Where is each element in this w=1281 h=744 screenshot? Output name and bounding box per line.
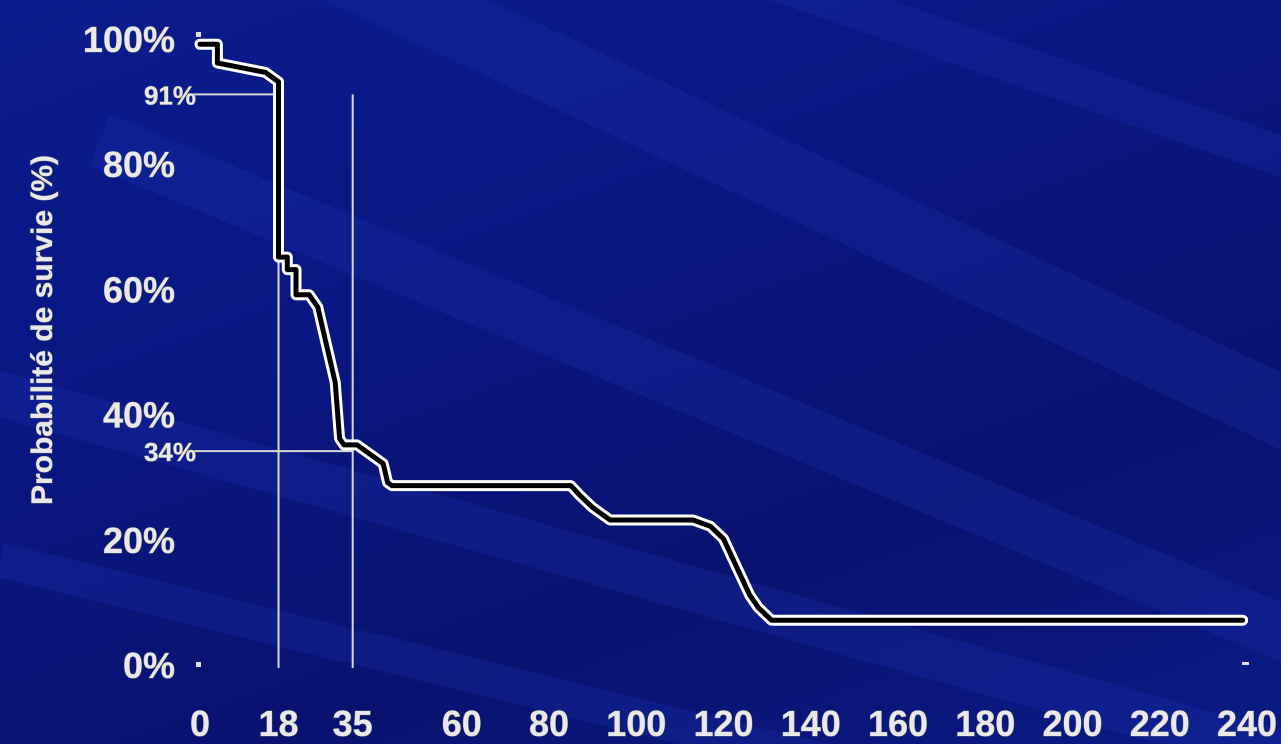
x-tick-label: 0: [190, 703, 210, 744]
background-streak: [324, 0, 1281, 450]
x-tick-label: 200: [1042, 703, 1102, 744]
x-axis-end-marker: [1242, 662, 1249, 665]
x-tick-label: 220: [1130, 703, 1190, 744]
background-streak: [0, 543, 827, 744]
x-tick-label: 35: [333, 703, 373, 744]
reference-labels: 91% 34%: [144, 80, 197, 468]
x-tick-label: 120: [693, 703, 753, 744]
x-tick-label: 60: [442, 703, 482, 744]
x-tick-label: 240: [1217, 703, 1277, 744]
x-tick-label: 140: [781, 703, 841, 744]
x-tick-label: 180: [955, 703, 1015, 744]
x-axis-ticks: 0 18 35 60 80 100 120 140 160 180 200 220 240: [190, 703, 1278, 744]
y-tick-label: 40%: [103, 395, 175, 436]
reference-label: 34%: [144, 437, 196, 467]
x-tick-label: 18: [259, 703, 299, 744]
y-tick-label: 20%: [103, 520, 175, 561]
survival-curve: [194, 38, 1249, 626]
x-tick-label: 100: [606, 703, 666, 744]
background-streak: [769, 0, 1281, 178]
y-tick-label: 60%: [103, 269, 175, 310]
x-tick-label: 80: [529, 703, 569, 744]
background-streak: [0, 370, 1281, 744]
y-tick-label: 100%: [83, 19, 175, 60]
y-axis-ticks: 0% 20% 40% 60% 80% 100%: [83, 19, 1249, 686]
y-tick-label: 0%: [123, 645, 175, 686]
survival-curve-line: [197, 41, 1246, 623]
reference-label: 91%: [144, 80, 196, 110]
background-streak: [89, 114, 1281, 662]
y-axis-label: Probabilité de survie (%): [26, 155, 59, 505]
y-tick-label: 80%: [103, 144, 175, 185]
y-axis-bottom-marker: [196, 662, 201, 667]
y-axis-top-marker: [196, 32, 201, 37]
x-tick-label: 160: [868, 703, 928, 744]
